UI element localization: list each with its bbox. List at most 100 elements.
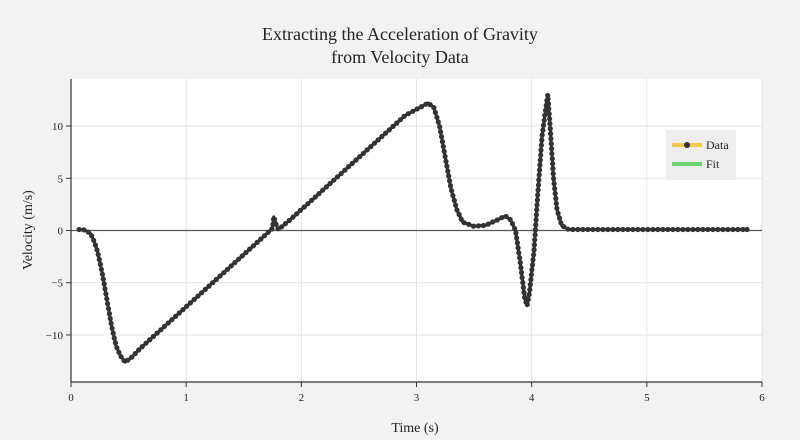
data-point — [730, 226, 736, 233]
data-point — [99, 271, 105, 277]
data-point — [438, 134, 445, 140]
y-axis-ticks: −10 −5 0 5 10 — [46, 121, 71, 342]
data-point — [290, 214, 296, 220]
data-point — [323, 184, 329, 190]
data-point — [334, 174, 341, 180]
data-point — [401, 113, 407, 119]
data-point — [139, 344, 145, 350]
data-point — [414, 106, 420, 112]
data-point — [85, 229, 91, 235]
data-point — [449, 188, 455, 194]
data-point — [273, 221, 279, 227]
data-point — [548, 136, 554, 142]
data-point — [169, 317, 175, 323]
data-point — [530, 257, 536, 263]
data-point — [675, 226, 681, 233]
data-point — [539, 132, 545, 138]
data-point — [615, 226, 621, 233]
data-point — [228, 263, 234, 269]
data-point — [305, 201, 311, 207]
data-point — [565, 226, 571, 232]
data-point — [92, 242, 98, 248]
data-point — [705, 226, 711, 233]
data-point — [531, 242, 538, 248]
data-point — [553, 195, 559, 202]
data-point — [418, 104, 425, 110]
data-point — [527, 282, 533, 288]
data-point — [97, 261, 103, 267]
data-point — [111, 335, 117, 341]
data-point — [533, 217, 539, 223]
data-point — [176, 310, 182, 316]
x-tick-label: 0 — [68, 392, 74, 404]
data-point — [102, 286, 108, 292]
data-point — [518, 265, 524, 271]
data-point — [375, 137, 381, 143]
data-point — [191, 296, 197, 303]
data-point — [514, 240, 521, 246]
data-point — [545, 96, 551, 102]
data-point — [456, 211, 462, 218]
data-point — [539, 137, 545, 143]
data-point — [550, 161, 556, 167]
data-point — [700, 226, 706, 233]
data-point — [744, 226, 750, 233]
data-point — [261, 233, 268, 239]
data-point — [535, 182, 542, 188]
data-point — [96, 256, 102, 263]
data-point — [549, 146, 555, 152]
data-point — [410, 108, 416, 114]
data-point — [446, 173, 452, 179]
data-point — [108, 320, 114, 326]
data-point — [580, 226, 586, 233]
data-point — [551, 176, 557, 182]
data-point — [552, 186, 558, 192]
series-layer — [76, 92, 750, 364]
data-point — [316, 191, 322, 197]
data-point — [441, 148, 447, 154]
data-point — [538, 147, 544, 153]
data-point — [371, 140, 378, 146]
data-point — [546, 111, 552, 117]
data-point — [503, 213, 509, 220]
data-point — [695, 226, 701, 233]
data-point — [105, 301, 111, 307]
data-point — [132, 351, 138, 357]
data-point — [158, 327, 164, 333]
data-point — [236, 256, 242, 262]
data-point — [239, 253, 245, 259]
data-point — [301, 204, 307, 210]
data-point — [595, 226, 601, 233]
data-point — [109, 325, 115, 331]
data-point — [545, 101, 552, 107]
data-point — [435, 119, 441, 125]
data-point — [475, 223, 481, 229]
legend: Data Fit — [666, 130, 736, 180]
data-point — [312, 194, 318, 200]
data-point — [443, 158, 449, 164]
data-point — [346, 164, 352, 170]
data-point — [715, 226, 721, 233]
data-point — [394, 120, 400, 126]
data-point — [445, 168, 451, 174]
data-point — [461, 220, 467, 226]
data-point — [515, 245, 521, 251]
data-point — [125, 357, 131, 363]
data-point — [534, 202, 540, 208]
data-point — [104, 296, 110, 302]
data-point — [184, 303, 190, 309]
x-tick-label: 5 — [644, 392, 650, 404]
data-point — [101, 281, 107, 287]
data-point — [439, 139, 445, 145]
data-point — [529, 262, 536, 268]
data-point — [440, 143, 446, 150]
data-point — [129, 354, 135, 360]
data-point — [173, 313, 179, 319]
legend-fit-label: Fit — [706, 157, 720, 171]
x-axis-title: Time (s) — [391, 421, 439, 436]
y-axis-title: Velocity (m/s) — [21, 190, 36, 270]
data-point — [98, 266, 104, 272]
x-tick-label: 3 — [414, 392, 420, 404]
data-point — [655, 226, 661, 233]
